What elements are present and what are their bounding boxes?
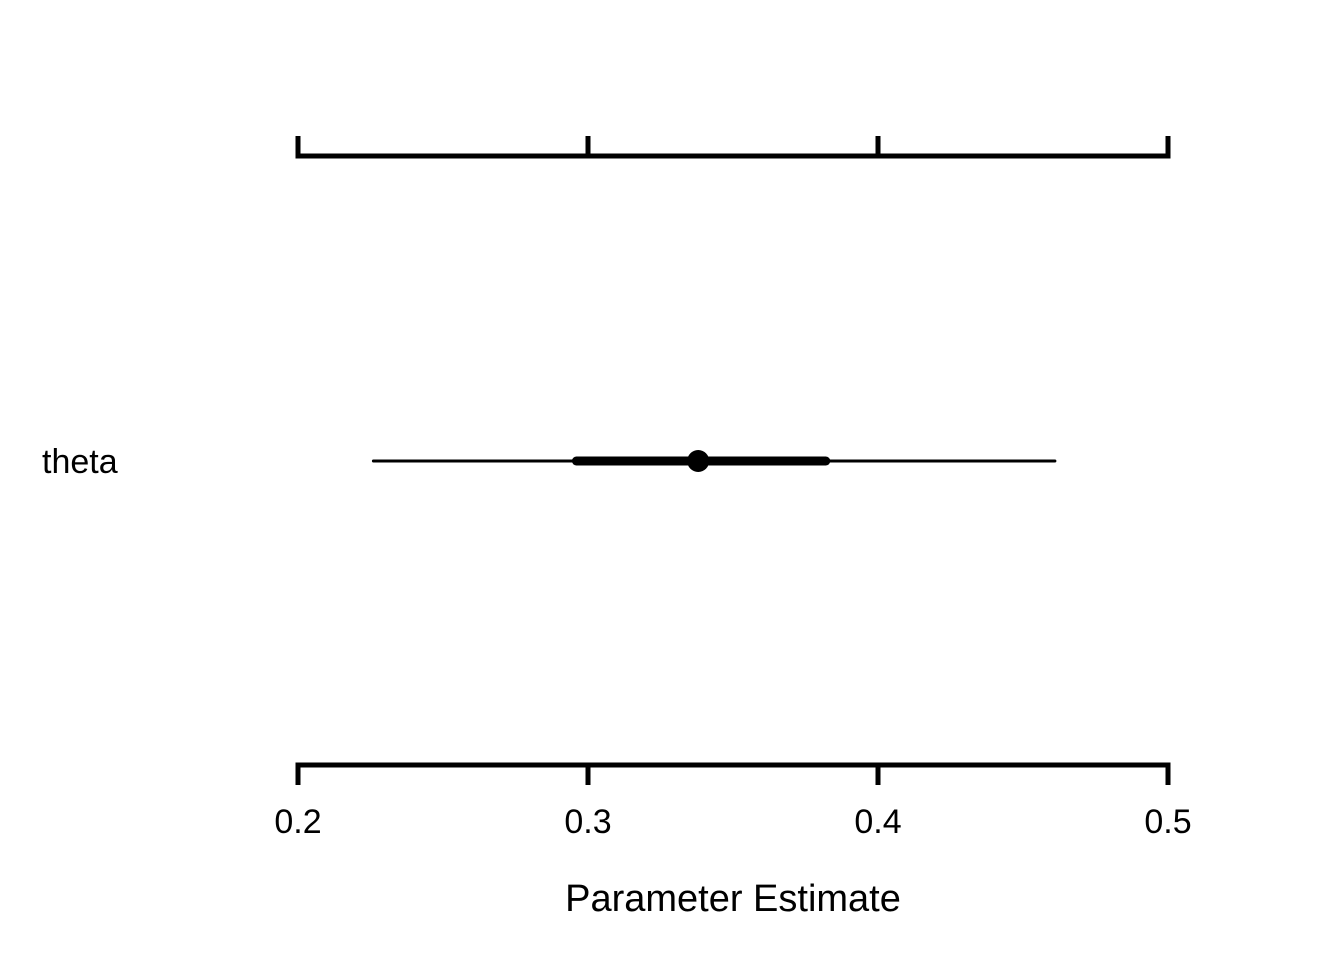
parameter-rows: theta: [42, 443, 1057, 481]
parameter-label: theta: [42, 443, 118, 481]
bottom-axis-tick-labels: 0.2 0.3 0.4 0.5: [274, 803, 1191, 841]
bottom-axis-ticks: [295, 765, 1171, 785]
parameter-row: theta: [42, 443, 1057, 481]
point-estimate-marker: [687, 450, 710, 472]
x-axis-title: Parameter Estimate: [565, 878, 901, 920]
top-axis: [295, 136, 1171, 159]
x-tick-label: 0.3: [564, 803, 611, 841]
x-tick-label: 0.4: [854, 803, 901, 841]
top-axis-ticks: [295, 136, 1171, 156]
bottom-axis: 0.2 0.3 0.4 0.5: [274, 762, 1192, 841]
x-tick-label: 0.2: [274, 803, 321, 841]
x-tick-label: 0.5: [1144, 803, 1191, 841]
